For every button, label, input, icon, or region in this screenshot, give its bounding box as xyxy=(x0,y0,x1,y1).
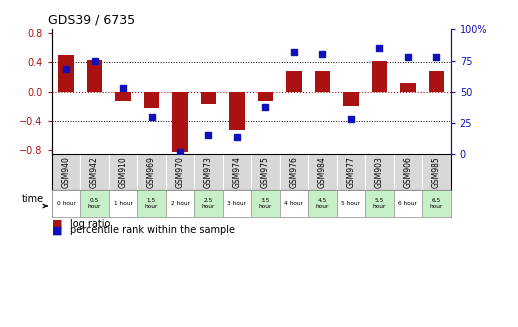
Bar xyxy=(80,154,109,190)
Text: GSM970: GSM970 xyxy=(176,156,184,188)
Text: 3.5
hour: 3.5 hour xyxy=(259,198,272,209)
Bar xyxy=(223,154,251,190)
Text: 5 hour: 5 hour xyxy=(341,201,361,206)
Point xyxy=(261,104,269,109)
Bar xyxy=(257,92,274,100)
Bar xyxy=(286,71,302,92)
Bar xyxy=(166,154,194,190)
Text: 1.5
hour: 1.5 hour xyxy=(145,198,158,209)
Bar xyxy=(365,154,394,190)
Text: GSM910: GSM910 xyxy=(119,156,127,188)
Bar xyxy=(194,190,223,217)
Text: GSM969: GSM969 xyxy=(147,156,156,188)
Text: 3 hour: 3 hour xyxy=(227,201,247,206)
Point xyxy=(147,114,155,119)
Point xyxy=(176,149,184,154)
Text: 6.5
hour: 6.5 hour xyxy=(430,198,443,209)
Point xyxy=(119,85,127,91)
Bar xyxy=(280,190,308,217)
Bar xyxy=(251,154,280,190)
Bar xyxy=(314,71,330,92)
Text: 1 hour: 1 hour xyxy=(113,201,133,206)
Text: GSM985: GSM985 xyxy=(432,156,441,188)
Bar xyxy=(343,92,359,106)
Text: 4 hour: 4 hour xyxy=(284,201,304,206)
Bar xyxy=(394,154,422,190)
Bar xyxy=(371,61,387,92)
Point xyxy=(375,45,383,51)
Bar xyxy=(137,154,166,190)
Text: GSM903: GSM903 xyxy=(375,156,384,188)
Bar xyxy=(172,92,188,152)
Text: GDS39 / 6735: GDS39 / 6735 xyxy=(48,14,135,27)
Bar xyxy=(52,154,80,190)
Bar xyxy=(80,190,109,217)
Text: GSM940: GSM940 xyxy=(62,156,70,188)
Text: log ratio: log ratio xyxy=(70,219,110,229)
Text: time: time xyxy=(22,195,44,204)
Text: GSM973: GSM973 xyxy=(204,156,213,188)
Text: ■: ■ xyxy=(52,225,62,235)
Text: percentile rank within the sample: percentile rank within the sample xyxy=(70,225,235,235)
Text: GSM942: GSM942 xyxy=(90,156,99,188)
Bar xyxy=(115,92,131,101)
Text: GSM976: GSM976 xyxy=(290,156,298,188)
Point xyxy=(233,134,241,139)
Bar xyxy=(422,190,451,217)
Bar xyxy=(166,190,194,217)
Point xyxy=(290,49,298,55)
Point xyxy=(90,58,98,63)
Bar xyxy=(109,190,137,217)
Point xyxy=(62,67,70,72)
Text: 2.5
hour: 2.5 hour xyxy=(202,198,215,209)
Bar xyxy=(400,83,416,92)
Text: 0 hour: 0 hour xyxy=(56,201,76,206)
Bar xyxy=(337,190,365,217)
Text: ■: ■ xyxy=(52,219,62,229)
Bar xyxy=(109,154,137,190)
Text: GSM975: GSM975 xyxy=(261,156,270,188)
Bar xyxy=(223,190,251,217)
Bar xyxy=(337,154,365,190)
Bar xyxy=(422,154,451,190)
Bar xyxy=(52,190,80,217)
Text: 6 hour: 6 hour xyxy=(398,201,418,206)
Text: 4.5
hour: 4.5 hour xyxy=(316,198,329,209)
Bar xyxy=(428,71,444,92)
Point xyxy=(404,54,412,60)
Bar xyxy=(194,154,223,190)
Bar xyxy=(394,190,422,217)
Bar xyxy=(308,190,337,217)
Text: GSM974: GSM974 xyxy=(233,156,241,188)
Bar xyxy=(200,92,217,104)
Bar xyxy=(229,92,245,130)
Bar xyxy=(280,154,308,190)
Bar xyxy=(143,92,160,108)
Text: 2 hour: 2 hour xyxy=(170,201,190,206)
Point xyxy=(204,133,213,138)
Point xyxy=(347,116,355,122)
Text: GSM977: GSM977 xyxy=(347,156,355,188)
Bar xyxy=(58,55,74,92)
Text: GSM984: GSM984 xyxy=(318,156,327,188)
Text: 5.5
hour: 5.5 hour xyxy=(373,198,386,209)
Bar xyxy=(308,154,337,190)
Text: GSM906: GSM906 xyxy=(404,156,412,188)
Bar xyxy=(137,190,166,217)
Bar xyxy=(251,190,280,217)
Text: 0.5
hour: 0.5 hour xyxy=(88,198,101,209)
Bar xyxy=(365,190,394,217)
Point xyxy=(318,52,326,57)
Bar xyxy=(87,60,103,92)
Point xyxy=(432,54,440,60)
